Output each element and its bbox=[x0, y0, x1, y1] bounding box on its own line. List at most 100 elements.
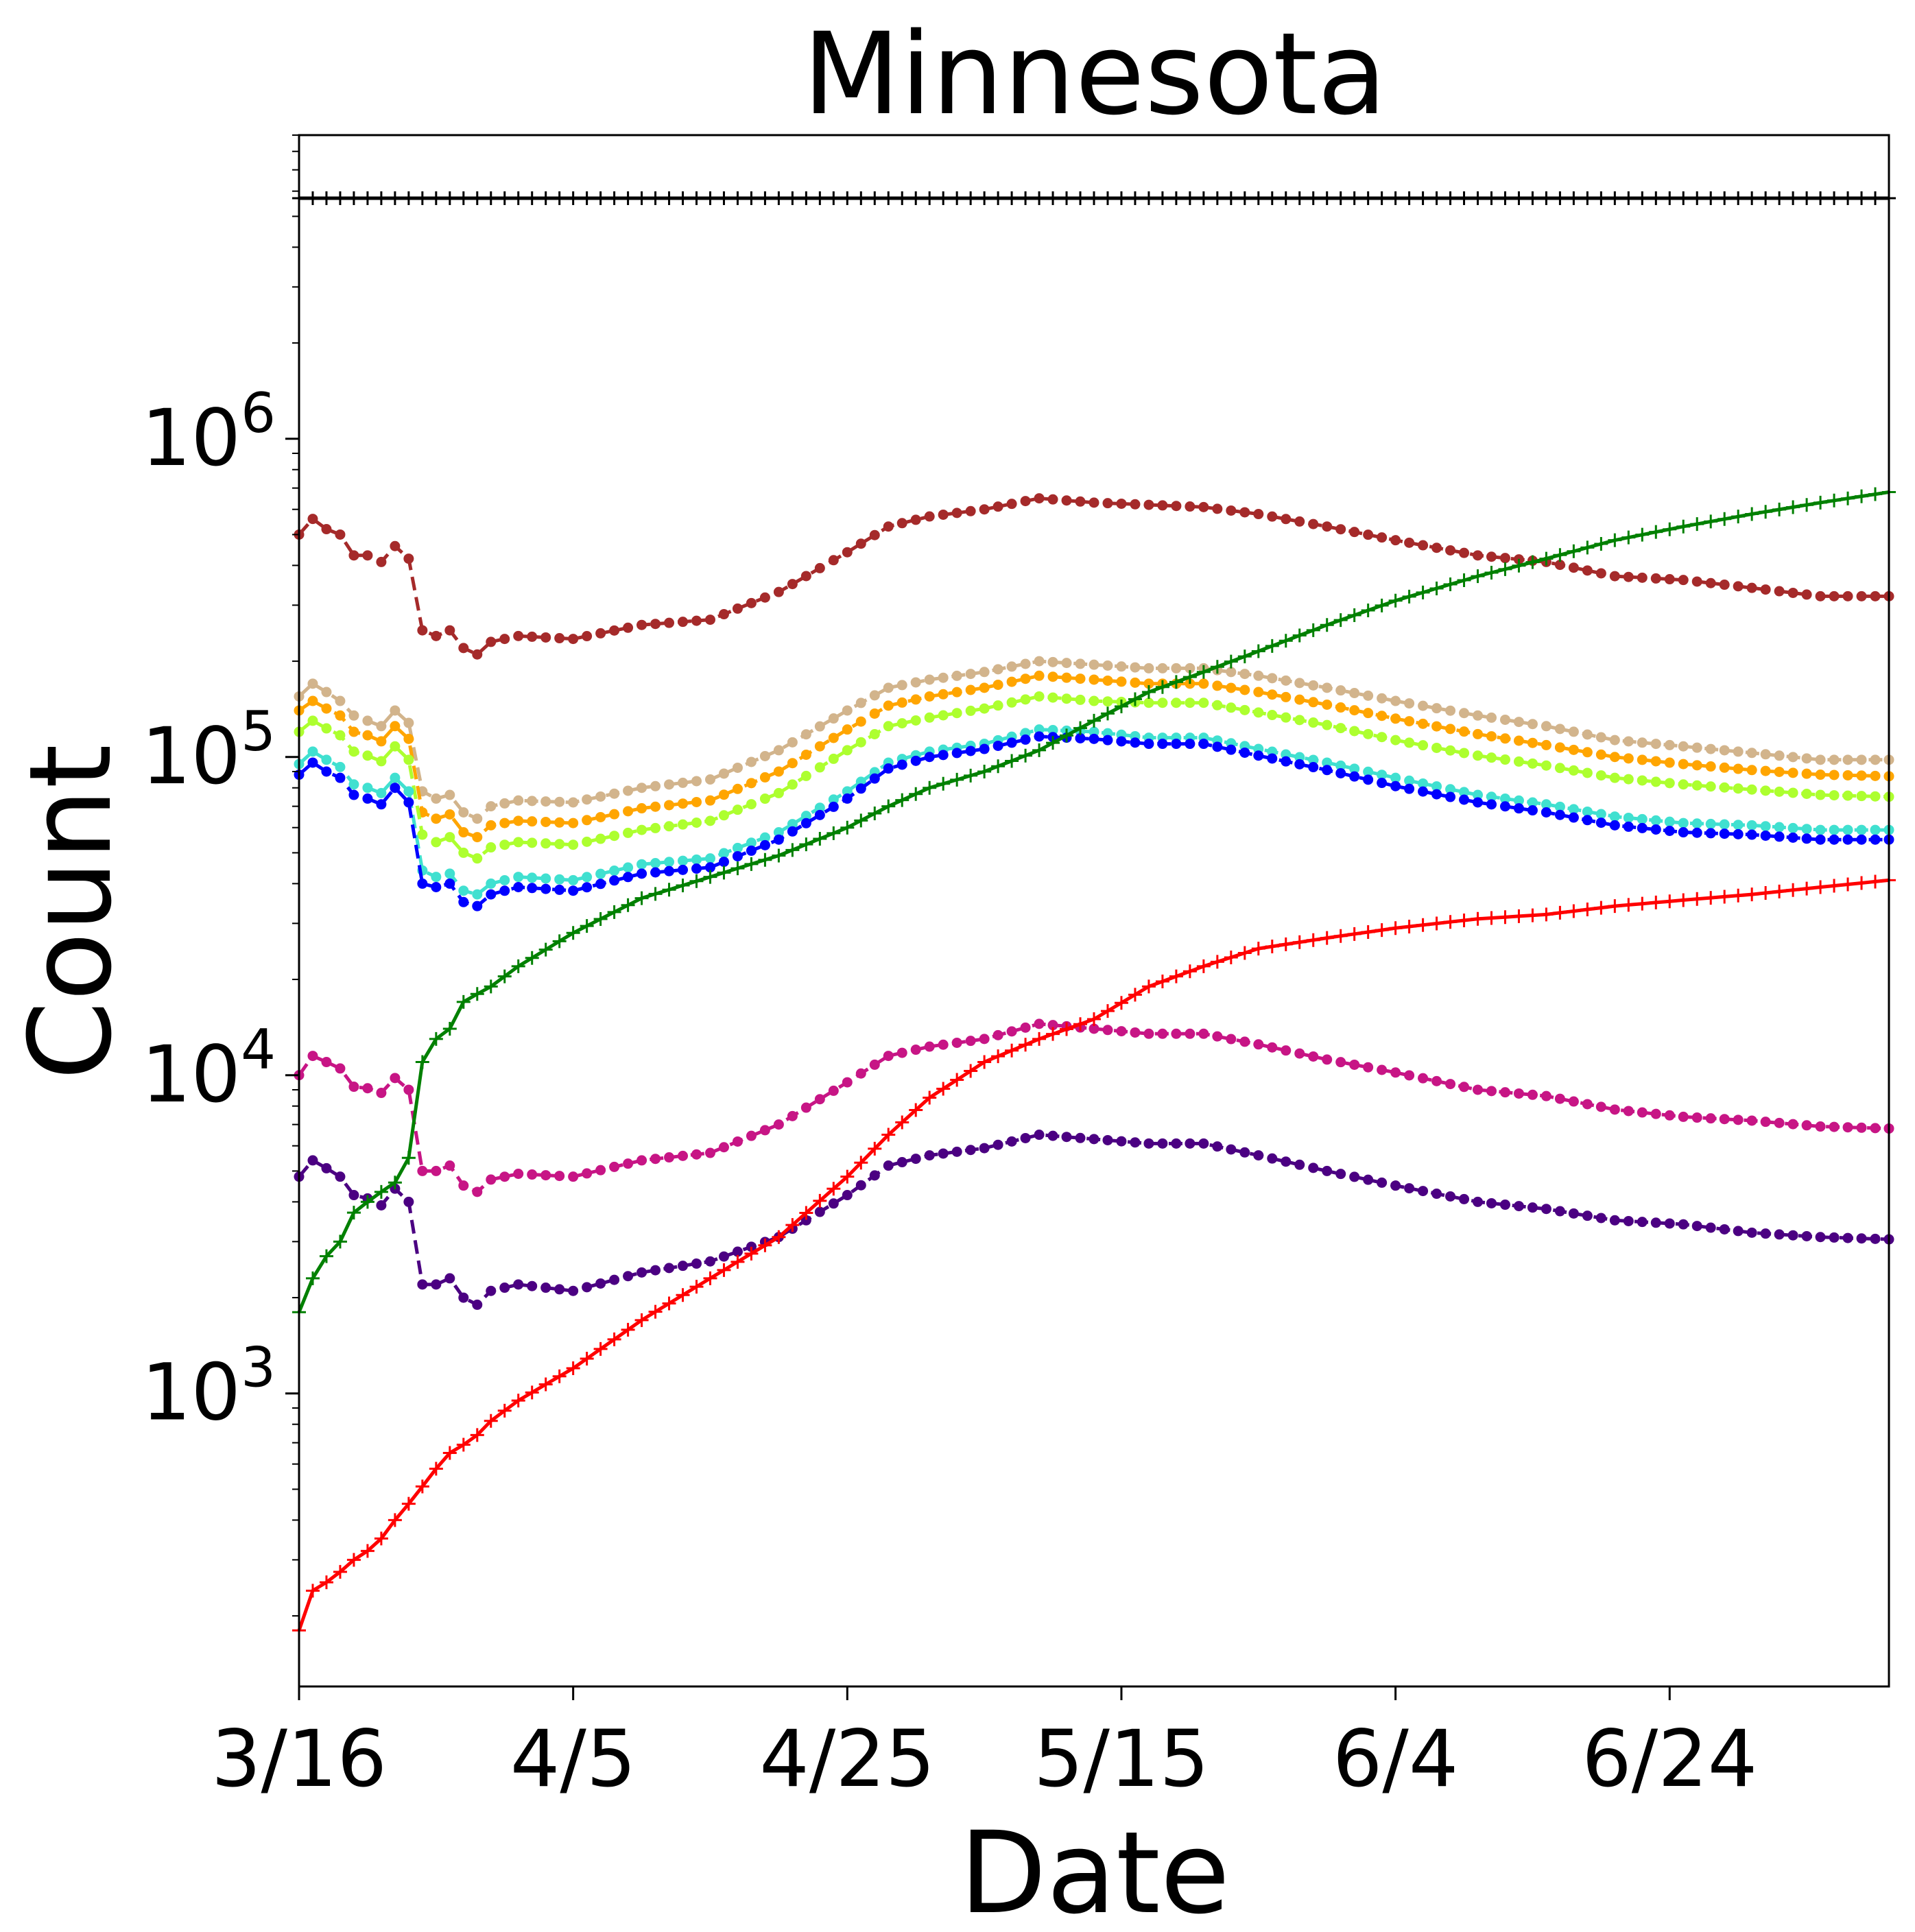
data-point bbox=[1089, 726, 1099, 737]
data-point bbox=[1609, 1215, 1620, 1226]
data-point bbox=[1445, 1191, 1456, 1202]
data-point bbox=[1800, 191, 1814, 206]
data-point bbox=[678, 1150, 689, 1161]
data-point bbox=[1842, 1122, 1853, 1133]
data-point bbox=[1568, 804, 1579, 815]
data-point bbox=[881, 191, 896, 206]
data-point bbox=[869, 729, 880, 740]
data-point bbox=[1870, 754, 1881, 765]
data-point bbox=[910, 514, 921, 525]
data-point bbox=[1512, 558, 1526, 573]
data-point bbox=[1185, 697, 1196, 708]
data-point bbox=[621, 191, 635, 206]
data-point bbox=[689, 1280, 704, 1294]
data-point bbox=[513, 1279, 524, 1290]
data-point bbox=[1527, 797, 1538, 808]
data-point bbox=[1445, 545, 1456, 556]
data-point bbox=[499, 634, 510, 645]
data-point bbox=[609, 1274, 620, 1285]
data-point bbox=[1774, 586, 1785, 597]
data-point bbox=[1719, 762, 1730, 773]
data-point bbox=[1772, 191, 1787, 206]
data-point bbox=[1116, 736, 1127, 747]
data-point bbox=[1664, 574, 1675, 585]
data-point bbox=[800, 729, 811, 740]
data-point bbox=[1114, 996, 1128, 1010]
data-point bbox=[1554, 801, 1565, 812]
data-point bbox=[554, 633, 565, 644]
data-point bbox=[1292, 191, 1307, 206]
data-point bbox=[1020, 734, 1031, 745]
data-point bbox=[1196, 191, 1211, 206]
data-point bbox=[403, 786, 414, 797]
data-point bbox=[1267, 673, 1278, 684]
data-point bbox=[1335, 685, 1346, 696]
data-point bbox=[1733, 1114, 1744, 1125]
data-point bbox=[1595, 568, 1606, 579]
data-point bbox=[813, 832, 827, 846]
data-point bbox=[1746, 1227, 1757, 1238]
data-point bbox=[1032, 191, 1047, 206]
data-point bbox=[1787, 787, 1798, 798]
data-point bbox=[1691, 1112, 1702, 1123]
data-point bbox=[1623, 812, 1634, 823]
data-point bbox=[401, 1496, 416, 1511]
data-point bbox=[1102, 1025, 1113, 1036]
data-point bbox=[1678, 1111, 1689, 1122]
data-point bbox=[1870, 824, 1881, 835]
data-point bbox=[1322, 699, 1333, 710]
data-point bbox=[1308, 680, 1319, 691]
data-point bbox=[664, 779, 675, 790]
data-point bbox=[1870, 1123, 1881, 1134]
data-point bbox=[1265, 639, 1279, 653]
data-point bbox=[1431, 1189, 1442, 1200]
data-point bbox=[458, 807, 469, 818]
data-point bbox=[678, 777, 689, 788]
data-point bbox=[390, 540, 401, 551]
data-point bbox=[305, 1584, 320, 1598]
data-point bbox=[1182, 670, 1197, 684]
data-point bbox=[896, 518, 907, 529]
data-point bbox=[1390, 780, 1401, 791]
data-point bbox=[1719, 782, 1730, 793]
data-point bbox=[527, 837, 538, 848]
data-point bbox=[1733, 746, 1744, 757]
data-point bbox=[785, 843, 800, 857]
data-point bbox=[718, 810, 729, 821]
data-point bbox=[1322, 765, 1333, 776]
data-point bbox=[1459, 547, 1470, 558]
data-point bbox=[431, 837, 442, 848]
data-point bbox=[595, 628, 606, 639]
data-point bbox=[568, 885, 579, 896]
data-point bbox=[513, 882, 524, 893]
data-point bbox=[1527, 737, 1538, 748]
data-point bbox=[1774, 766, 1785, 777]
data-point bbox=[992, 501, 1003, 512]
data-point bbox=[1335, 760, 1346, 771]
data-point bbox=[1650, 756, 1661, 767]
data-point bbox=[1404, 537, 1415, 548]
data-point bbox=[650, 1265, 661, 1276]
data-point bbox=[1595, 809, 1606, 820]
data-point bbox=[609, 788, 620, 799]
data-point bbox=[842, 745, 853, 756]
data-point bbox=[554, 884, 565, 895]
data-point bbox=[333, 1564, 347, 1579]
data-point bbox=[691, 1258, 702, 1269]
data-point bbox=[1690, 191, 1704, 206]
data-point bbox=[1034, 731, 1045, 742]
data-point bbox=[1281, 1045, 1292, 1056]
data-point bbox=[1130, 662, 1141, 673]
data-point bbox=[1595, 770, 1606, 781]
data-point bbox=[525, 951, 539, 965]
data-point bbox=[458, 1180, 469, 1191]
data-point bbox=[1128, 692, 1142, 706]
data-point bbox=[964, 768, 978, 783]
data-point bbox=[1801, 589, 1812, 600]
data-point bbox=[717, 1263, 731, 1277]
data-point bbox=[1650, 739, 1661, 750]
data-point bbox=[936, 1082, 951, 1096]
data-point bbox=[390, 772, 401, 783]
data-point bbox=[1841, 191, 1855, 206]
data-point bbox=[1308, 1051, 1319, 1062]
